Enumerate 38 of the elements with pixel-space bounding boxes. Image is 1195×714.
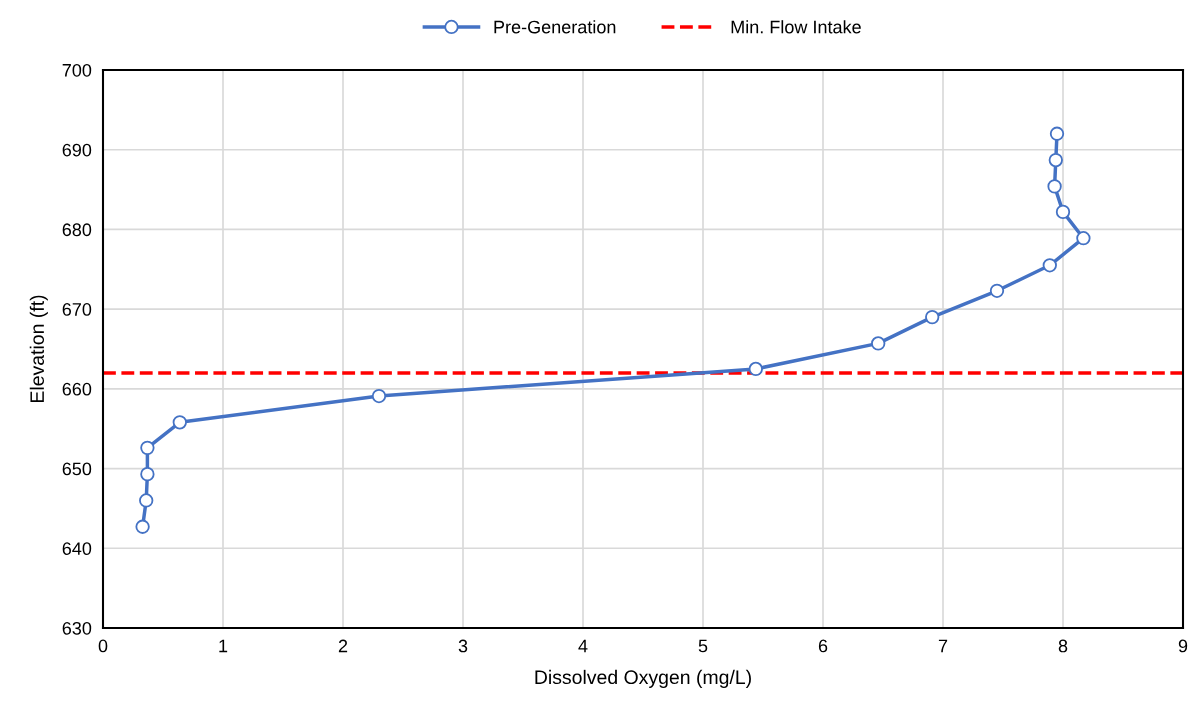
point [871,336,886,351]
x-tick-label: 1 [219,639,228,653]
x-tick-label: 0 [98,639,108,653]
point [1048,152,1063,168]
x-tick-label: 5 [698,639,708,653]
x-tick-label: 7 [938,639,948,653]
point [1049,126,1065,141]
y-tick-label: 700 [62,63,92,77]
y-tick-label: 660 [62,382,92,396]
point [135,519,150,534]
point [140,440,155,456]
y-tick-label: 670 [62,303,92,316]
x-tick-label: 8 [1058,639,1068,653]
point [140,466,155,482]
x-tick-label: 9 [1178,639,1188,653]
y-tick-label: 650 [62,462,92,476]
x-tick-label: 2 [338,639,348,653]
x-axis-title: Dissolved Oxygen (mg/L) [535,669,751,688]
point [925,309,940,325]
point [989,283,1005,298]
x-tick-label: 3 [458,639,468,653]
y-tick-label: 690 [62,143,92,157]
point [139,493,154,508]
x-tick-label: 4 [578,639,588,653]
point [172,415,187,430]
point [1042,258,1057,273]
point [748,361,763,377]
y-tick-label: 640 [62,542,92,556]
point [371,388,387,404]
legend-label: Min. Flow Intake [731,20,861,34]
point [1055,204,1071,220]
y-tick-label: 630 [62,621,92,635]
point [1076,231,1091,246]
x-tick-label: 6 [818,639,828,653]
point [1047,179,1062,194]
y-axis-title: Elevation (ft) [29,295,48,402]
legend-label: Pre-Generation [494,20,616,34]
y-tick-label: 680 [62,223,92,237]
